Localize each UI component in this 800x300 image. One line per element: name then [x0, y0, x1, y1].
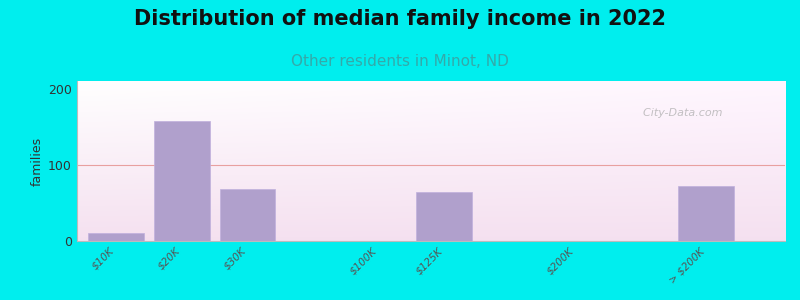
Text: Distribution of median family income in 2022: Distribution of median family income in … [134, 9, 666, 29]
Bar [416, 191, 472, 241]
Y-axis label: families: families [31, 136, 44, 186]
Bar [88, 233, 144, 241]
Bar [678, 186, 734, 241]
Text: City-Data.com: City-Data.com [635, 108, 722, 118]
Text: Other residents in Minot, ND: Other residents in Minot, ND [291, 54, 509, 69]
Bar [154, 121, 210, 241]
Bar [219, 189, 275, 241]
